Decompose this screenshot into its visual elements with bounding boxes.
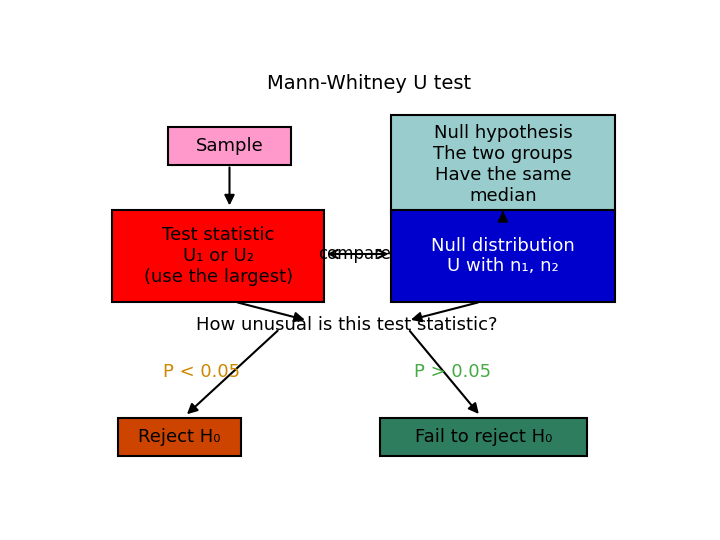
FancyBboxPatch shape — [392, 114, 615, 214]
Text: Reject H₀: Reject H₀ — [138, 428, 220, 446]
Text: Fail to reject H₀: Fail to reject H₀ — [415, 428, 552, 446]
FancyBboxPatch shape — [380, 418, 587, 456]
Text: Null distribution
U with n₁, n₂: Null distribution U with n₁, n₂ — [431, 237, 575, 275]
Text: Null hypothesis
The two groups
Have the same
median: Null hypothesis The two groups Have the … — [433, 124, 572, 205]
Text: Test statistic
U₁ or U₂
(use the largest): Test statistic U₁ or U₂ (use the largest… — [144, 226, 293, 286]
FancyBboxPatch shape — [168, 127, 291, 165]
Text: Sample: Sample — [196, 137, 264, 155]
FancyBboxPatch shape — [112, 210, 324, 302]
FancyBboxPatch shape — [118, 418, 240, 456]
Text: P > 0.05: P > 0.05 — [414, 363, 491, 381]
Text: Mann-Whitney U test: Mann-Whitney U test — [267, 74, 471, 93]
FancyBboxPatch shape — [392, 210, 615, 302]
Text: P < 0.05: P < 0.05 — [163, 363, 240, 381]
Text: How unusual is this test statistic?: How unusual is this test statistic? — [196, 316, 498, 334]
Text: compare: compare — [319, 245, 392, 263]
